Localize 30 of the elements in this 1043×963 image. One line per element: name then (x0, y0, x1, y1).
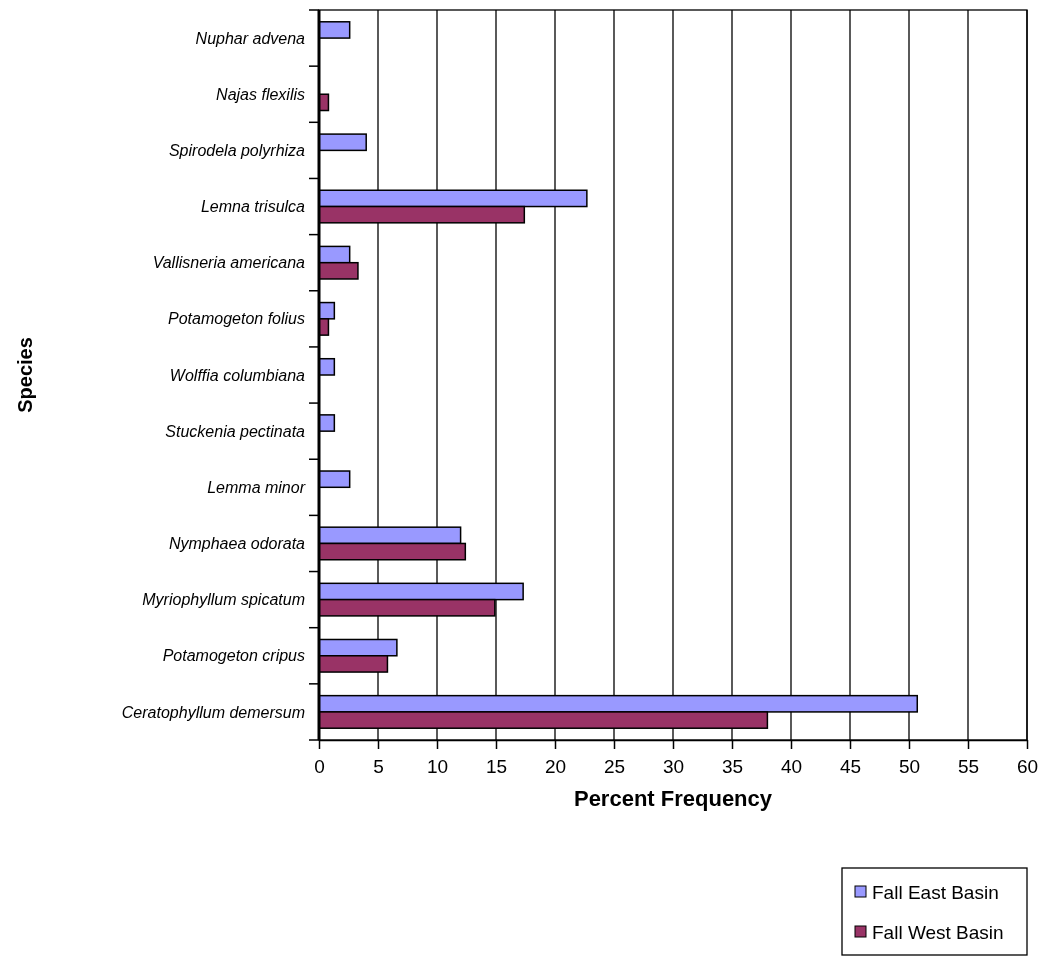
y-tick-label: Lemma minor (207, 478, 306, 496)
y-tick-label: Nymphaea odorata (168, 535, 306, 553)
legend-label: Fall West Basin (872, 921, 1004, 943)
y-axis-title: Species (14, 337, 36, 413)
y-tick-label: Vallisneria americana (152, 254, 306, 272)
x-axis-title: Percent Frequency (573, 786, 773, 811)
x-tick-label: 0 (314, 755, 325, 777)
x-tick-label: 15 (485, 755, 508, 777)
x-tick-label: 20 (544, 755, 567, 777)
y-tick-label: Stuckenia pectinata (165, 422, 306, 440)
x-tick-label: 35 (721, 755, 744, 777)
y-tick-label: Potamogeton folius (168, 310, 305, 328)
y-tick-label: Spirodela polyrhiza (168, 141, 306, 159)
x-tick-label: 10 (426, 755, 449, 777)
y-tick-label: Nuphar advena (195, 29, 306, 47)
x-tick-label: 60 (1016, 755, 1039, 777)
x-tick-label: 30 (662, 755, 685, 777)
x-tick-label: 50 (898, 755, 921, 777)
legend-label: Fall East Basin (872, 881, 999, 903)
y-tick-label: Potamogeton cripus (162, 647, 305, 665)
x-tick-label: 55 (957, 755, 980, 777)
x-tick-label: 5 (373, 755, 384, 777)
y-tick-label: Myriophyllum spicatum (142, 591, 305, 609)
y-tick-label: Ceratophyllum demersum (121, 703, 305, 721)
x-tick-label: 45 (839, 755, 862, 777)
y-tick-label: Wolffia columbiana (169, 366, 306, 384)
x-tick-label: 40 (780, 755, 803, 777)
x-tick-label: 25 (603, 755, 626, 777)
y-tick-label: Lemna trisulca (200, 198, 306, 216)
y-tick-label: Najas flexilis (216, 85, 305, 103)
